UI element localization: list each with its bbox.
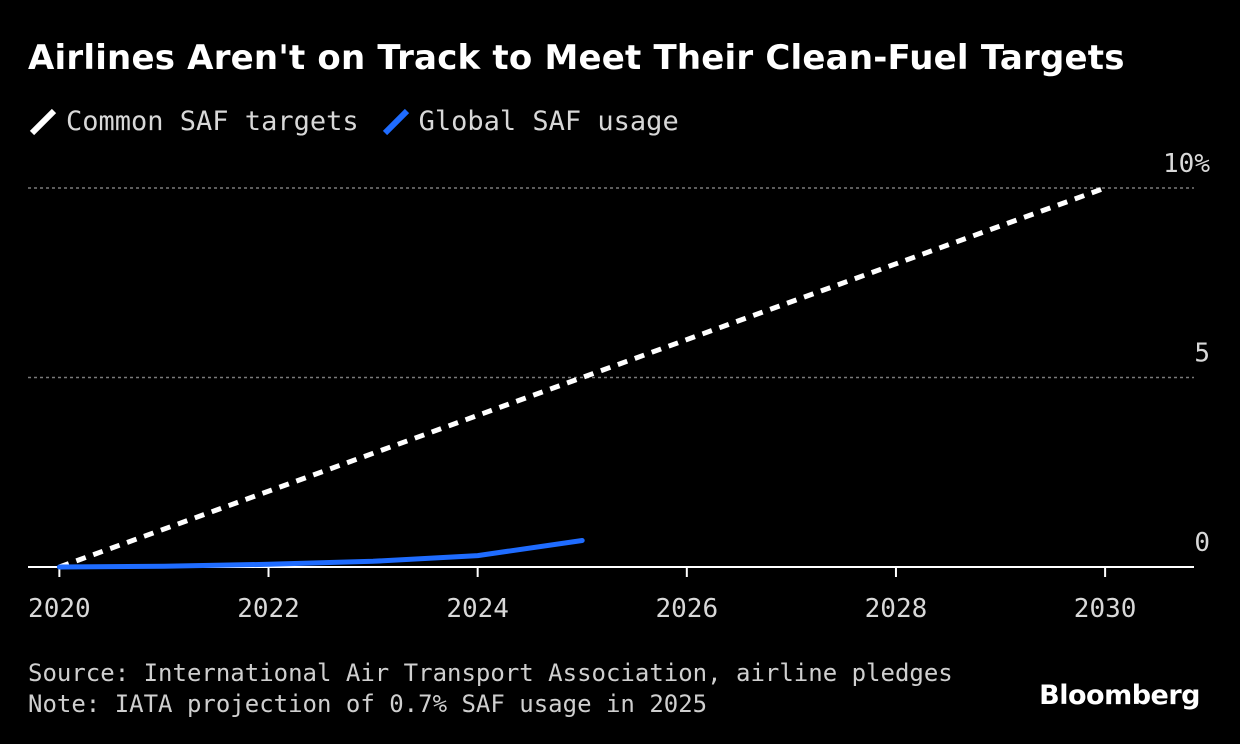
y-tick-label-10: 10% [1163, 149, 1210, 179]
legend-swatch-targets-icon [29, 108, 57, 135]
y-tick-labels: 0 5 10% [1163, 149, 1210, 558]
legend-item-targets: Common SAF targets [28, 106, 359, 137]
x-tick-label-2030: 2030 [1074, 594, 1137, 624]
legend-label-usage: Global SAF usage [418, 106, 679, 137]
series-layer [56, 185, 1106, 570]
grid-layer [28, 187, 1194, 379]
x-axis: 2020 2022 2024 2026 2028 2030 [28, 566, 1194, 624]
projection-note: Note: IATA projection of 0.7% SAF usage … [28, 690, 708, 718]
y-tick-label-0: 0 [1194, 528, 1210, 558]
legend-swatch-usage-icon [382, 108, 409, 135]
chart-title: Airlines Aren't on Track to Meet Their C… [28, 38, 1125, 78]
x-tick-label-2026: 2026 [656, 594, 719, 624]
x-tick-label-2020: 2020 [28, 594, 91, 624]
legend-label-targets: Common SAF targets [66, 106, 359, 137]
chart-legend: Common SAF targets Global SAF usage [28, 106, 701, 137]
legend-item-usage: Global SAF usage [381, 106, 679, 137]
x-tick-label-2028: 2028 [865, 594, 928, 624]
x-tick-label-2022: 2022 [237, 594, 300, 624]
y-tick-label-5: 5 [1194, 339, 1210, 369]
source-note: Source: International Air Transport Asso… [28, 659, 953, 687]
bloomberg-logo: Bloomberg [1039, 680, 1200, 711]
series-line-usage [56, 538, 585, 570]
chart-footer: Source: International Air Transport Asso… [28, 658, 953, 720]
series-line-targets [58, 185, 1106, 570]
x-tick-label-2024: 2024 [446, 594, 509, 624]
